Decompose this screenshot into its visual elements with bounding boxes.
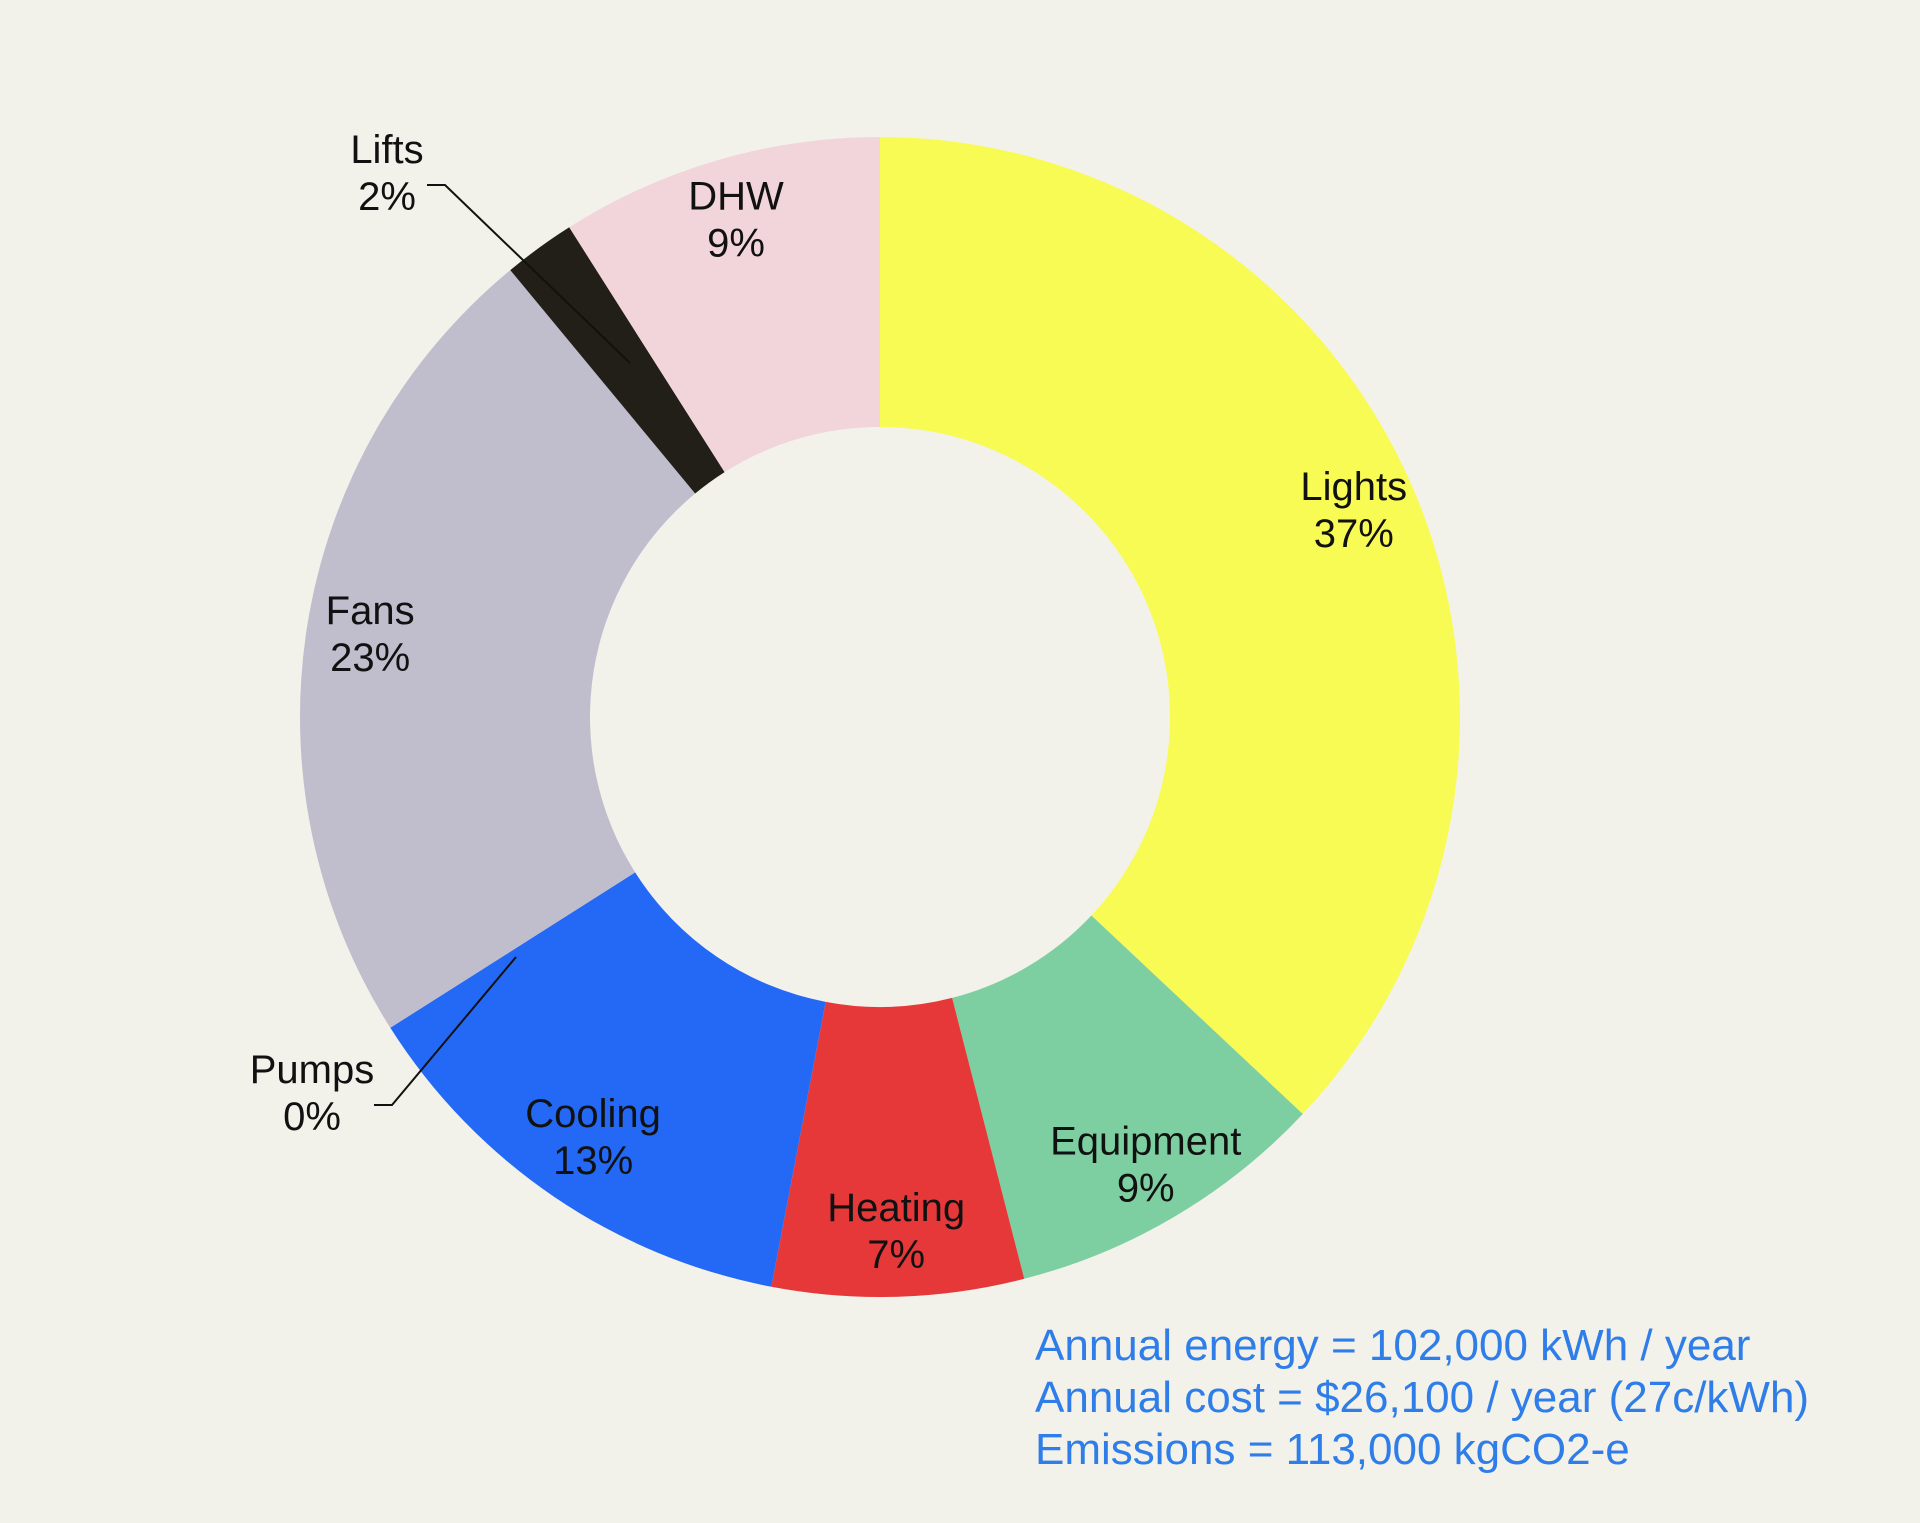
- energy-summary: Annual energy = 102,000 kWh / year Annua…: [1035, 1320, 1809, 1476]
- annual-energy-text: Annual energy = 102,000 kWh / year: [1035, 1321, 1751, 1370]
- slice-lifts: [510, 227, 725, 494]
- annual-cost-text: Annual cost = $26,100 / year (27c/kWh): [1035, 1373, 1810, 1422]
- slice-label-pumps: Pumps: [250, 1048, 375, 1092]
- slice-value-heating: 7%: [867, 1233, 925, 1277]
- slice-label-heating: Heating: [827, 1186, 965, 1230]
- leader-line-lifts: [427, 184, 631, 364]
- leader-lines-group: [374, 184, 631, 1106]
- slice-label-equipment: Equipment: [1050, 1119, 1241, 1163]
- slice-heating: [771, 997, 1025, 1297]
- slice-label-fans: Fans: [326, 589, 415, 633]
- slice-labels-group: Lights37%Equipment9%Heating7%Cooling13%P…: [250, 128, 1407, 1277]
- slice-equipment: [952, 915, 1303, 1279]
- slice-value-pumps: 0%: [283, 1095, 341, 1139]
- slice-value-lights: 37%: [1314, 512, 1394, 556]
- slice-value-fans: 23%: [330, 636, 410, 680]
- slice-label-lifts: Lifts: [350, 128, 423, 172]
- slice-lights: [880, 137, 1460, 1115]
- slice-value-dhw: 9%: [707, 221, 765, 265]
- slice-label-cooling: Cooling: [525, 1092, 661, 1136]
- slice-label-dhw: DHW: [688, 174, 784, 218]
- slice-label-lights: Lights: [1300, 465, 1407, 509]
- slice-fans: [300, 270, 696, 1028]
- slice-value-equipment: 9%: [1117, 1166, 1175, 1210]
- slice-dhw: [569, 137, 880, 473]
- slices-group: [300, 137, 1460, 1297]
- slice-value-lifts: 2%: [358, 175, 416, 219]
- slice-value-cooling: 13%: [553, 1139, 633, 1183]
- emissions-text: Emissions = 113,000 kgCO2-e: [1035, 1425, 1630, 1474]
- leader-line-pumps: [374, 956, 517, 1106]
